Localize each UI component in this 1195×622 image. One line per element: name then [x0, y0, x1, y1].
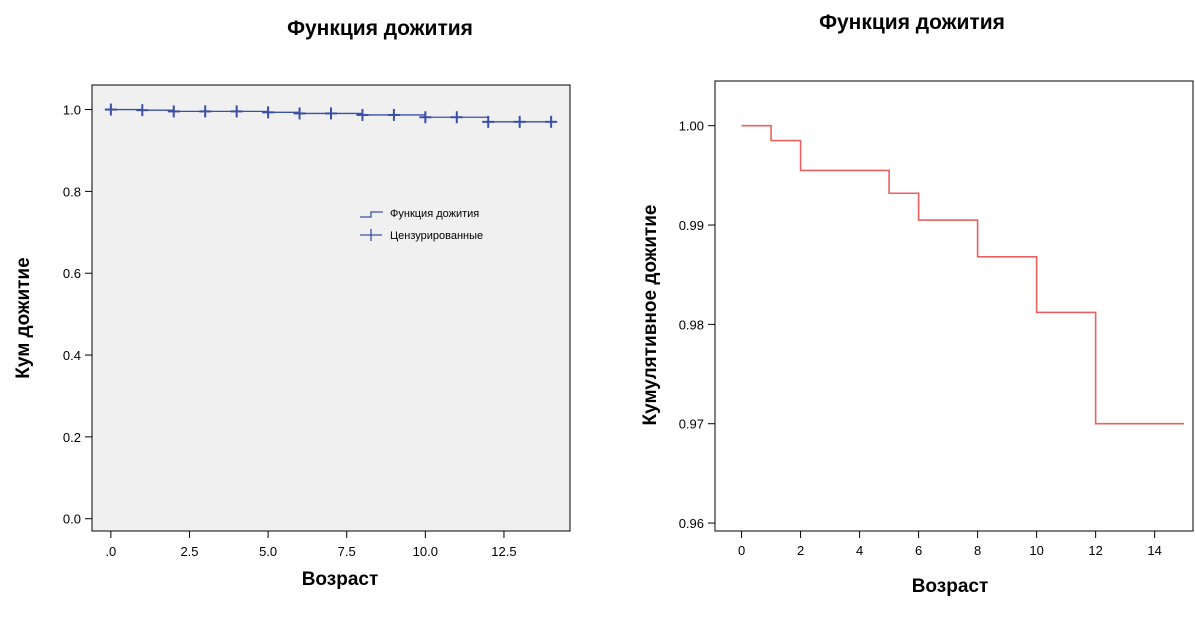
x-tick-label: 0	[738, 543, 745, 558]
y-axis-label: Кум дожитие	[13, 257, 34, 378]
censored-marker	[325, 107, 337, 120]
survival-chart-right-svg: Функция дожития Возраст Кумулятивное дож…	[640, 11, 1194, 597]
survival-step-line	[741, 124, 1185, 425]
survival-chart-left: Функция дожития Возраст Кум дожитие .0 2.…	[13, 17, 571, 590]
chart-title: Функция дожития	[819, 11, 1005, 34]
x-tick-label: 10	[1029, 543, 1043, 558]
plot-area	[91, 84, 571, 532]
x-tick-label: 8	[974, 543, 981, 558]
x-axis-label: Возраст	[302, 569, 379, 590]
y-tick-label: 1.00	[679, 119, 704, 134]
censored-marker	[262, 106, 275, 119]
series-layer	[741, 124, 1185, 425]
x-tick-label: 2	[797, 543, 804, 558]
survival-chart-left-svg: Функция дожития Возраст Кум дожитие .0 2.…	[13, 17, 571, 590]
legend-censor-swatch	[360, 229, 382, 241]
censored-marker	[230, 105, 243, 118]
x-tick-label: 4	[856, 543, 863, 558]
censored-marker	[167, 105, 180, 118]
legend-line-swatch	[360, 211, 383, 218]
x-tick-label: 12	[1088, 543, 1102, 558]
x-tick-label: 7.5	[338, 544, 356, 559]
censored-marker	[104, 103, 117, 116]
chart-title: Функция дожития	[287, 17, 473, 40]
x-tick-label: 12.5	[491, 544, 516, 559]
x-ticks: .0 2.5 5.0 7.5 10.0 12.5	[105, 531, 517, 559]
y-axis-label: Кумулятивное дожитие	[640, 205, 661, 426]
y-tick-label: 0.4	[63, 348, 81, 363]
series-layer	[104, 103, 558, 128]
y-tick-label: 0.0	[63, 512, 81, 527]
survival-chart-right: Функция дожития Возраст Кумулятивное дож…	[600, 0, 1195, 622]
censored-marker	[545, 115, 558, 128]
y-tick-label: 0.98	[679, 317, 704, 332]
plot-area	[714, 80, 1194, 532]
x-ticks: 0 2 4 6 8 10 12 14	[738, 531, 1162, 558]
y-tick-label: 1.0	[63, 103, 81, 118]
censored-marker	[199, 105, 212, 118]
y-ticks: 0.0 0.2 0.4 0.6 0.8 1.0	[63, 103, 92, 527]
x-tick-label: 2.5	[180, 544, 198, 559]
x-tick-label: 10.0	[413, 544, 438, 559]
y-tick-label: 0.6	[63, 266, 81, 281]
x-axis-label: Возраст	[912, 576, 989, 597]
legend: Функция дожития Цензурированные	[360, 208, 483, 242]
y-tick-label: 0.2	[63, 430, 81, 445]
x-tick-label: .0	[105, 544, 116, 559]
censored-marker	[136, 104, 149, 117]
y-tick-label: 0.99	[679, 218, 704, 233]
censored-marker	[387, 108, 400, 121]
censored-marker	[450, 111, 463, 124]
censored-marker	[293, 107, 306, 120]
x-tick-label: 6	[915, 543, 922, 558]
y-tick-label: 0.97	[679, 417, 704, 432]
y-tick-label: 0.8	[63, 184, 81, 199]
censored-marker	[513, 115, 526, 128]
y-ticks: 0.96 0.97 0.98 0.99 1.00	[679, 119, 715, 531]
censored-marker	[356, 108, 369, 121]
x-tick-label: 5.0	[259, 544, 277, 559]
y-tick-label: 0.96	[679, 516, 704, 531]
censored-marker	[419, 111, 432, 124]
legend-label-censored: Цензурированные	[390, 230, 483, 242]
legend-label-survival: Функция дожития	[390, 208, 479, 220]
censored-marker	[482, 115, 495, 128]
x-tick-label: 14	[1147, 543, 1161, 558]
